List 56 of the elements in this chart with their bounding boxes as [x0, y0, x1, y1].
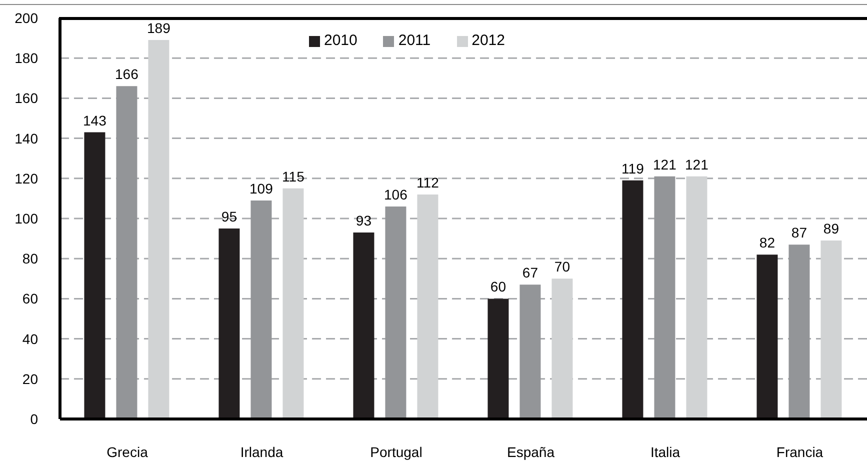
data-label: 121	[685, 156, 709, 172]
data-label: 82	[759, 234, 776, 251]
y-tick-label: 0	[30, 410, 38, 427]
data-label: 166	[115, 66, 139, 82]
bar	[622, 180, 644, 419]
data-label: 189	[147, 20, 171, 36]
y-tick-label: 20	[22, 370, 38, 387]
bar	[116, 86, 138, 419]
legend-label: 2010	[324, 32, 358, 49]
data-label: 67	[522, 264, 538, 281]
y-tick-label: 180	[14, 50, 38, 66]
data-label: 70	[554, 258, 570, 275]
bar	[820, 240, 842, 419]
bar	[552, 278, 573, 419]
data-label: 112	[416, 174, 440, 190]
y-tick-label: 80	[22, 250, 38, 267]
bar	[756, 254, 778, 419]
y-tick-label: 120	[14, 170, 38, 186]
data-label: 143	[83, 112, 107, 128]
bar	[488, 298, 509, 419]
bar	[788, 244, 810, 419]
x-tick-label: Italia	[650, 444, 680, 460]
y-tick-label: 40	[22, 330, 38, 347]
x-tick-label: Grecia	[106, 444, 148, 460]
data-label: 60	[490, 278, 506, 295]
bar	[654, 176, 676, 419]
data-label: 115	[282, 168, 305, 184]
x-tick-label: Francia	[776, 444, 824, 460]
y-tick-label: 200	[14, 10, 38, 26]
data-label: 93	[356, 212, 372, 229]
bar	[148, 40, 170, 419]
data-label: 121	[653, 156, 677, 172]
bar	[353, 232, 374, 419]
data-label: 106	[384, 186, 408, 202]
data-label: 109	[250, 180, 274, 196]
x-tick-label: Portugal	[370, 444, 422, 460]
bar	[84, 132, 106, 419]
bar	[250, 200, 272, 419]
data-label: 87	[791, 224, 808, 241]
y-tick-label: 160	[14, 90, 38, 106]
data-label: 95	[221, 208, 238, 225]
x-tick-label: Irlanda	[240, 444, 284, 460]
bar	[686, 176, 708, 419]
bar	[417, 194, 438, 419]
data-label: 119	[622, 160, 644, 176]
bar	[218, 228, 240, 419]
bar	[385, 206, 406, 419]
data-label: 89	[823, 220, 840, 237]
bar	[520, 284, 541, 419]
legend-label: 2011	[398, 32, 431, 49]
bar	[282, 188, 304, 419]
y-tick-label: 140	[14, 130, 38, 146]
legend-label: 2012	[472, 32, 505, 49]
y-tick-label: 60	[22, 290, 38, 307]
y-tick-label: 100	[14, 210, 38, 226]
x-tick-label: España	[507, 444, 555, 460]
